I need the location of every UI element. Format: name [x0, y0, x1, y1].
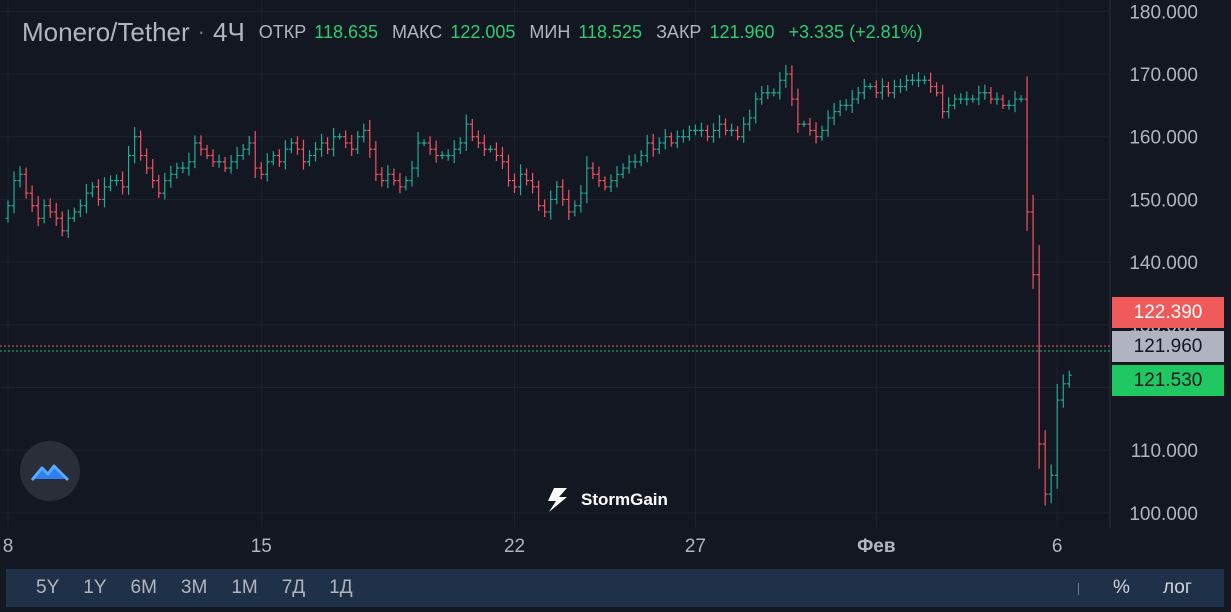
interval-label[interactable]: 4Ч — [212, 16, 245, 47]
chart-legend: Monero/Tether · 4Ч ОТКР 118.635 МАКС 122… — [22, 14, 937, 50]
cloud-chart-icon — [30, 464, 70, 482]
high-value: 122.005 — [450, 21, 516, 42]
chart-logo-button[interactable] — [20, 441, 80, 501]
y-tick-label: 140.000 — [1129, 253, 1198, 274]
log-scale-button[interactable]: лог — [1163, 577, 1192, 598]
high-label: МАКС — [392, 21, 443, 42]
toolbar-divider — [1078, 583, 1079, 595]
y-tick-label: 150.000 — [1129, 190, 1198, 211]
x-tick-label: 6 — [1052, 536, 1063, 557]
range-3m-button[interactable]: 3M — [180, 577, 208, 598]
change-value: +3.335 (+2.81%) — [788, 21, 923, 42]
x-tick-label: 27 — [685, 536, 706, 557]
ask-price-tag: 122.390 — [1112, 297, 1224, 328]
y-tick-label: 100.000 — [1129, 504, 1198, 525]
range-1d-button[interactable]: 1Д — [329, 577, 353, 598]
x-tick-label: 15 — [251, 536, 272, 557]
legend-separator: · — [197, 19, 205, 44]
open-value: 118.635 — [314, 21, 379, 42]
x-tick-label: 22 — [504, 536, 525, 557]
range-5y-button[interactable]: 5Y — [36, 577, 60, 598]
low-value: 118.525 — [578, 21, 643, 42]
brand-name: StormGain — [581, 490, 668, 509]
last-price-tag: 121.960 — [1112, 331, 1224, 362]
range-1y-button[interactable]: 1Y — [83, 577, 107, 598]
range-6m-button[interactable]: 6M — [130, 577, 157, 598]
percent-scale-button[interactable]: % — [1113, 577, 1130, 598]
y-tick-label: 180.000 — [1129, 2, 1198, 23]
y-tick-label: 110.000 — [1131, 441, 1198, 462]
range-1m-button[interactable]: 1M — [231, 577, 258, 598]
bid-price-tag: 121.530 — [1112, 365, 1224, 396]
bottom-toolbar: 5Y 1Y 6M 3M 1M 7Д 1Д % лог — [6, 569, 1224, 607]
close-value: 121.960 — [709, 21, 775, 42]
open-label: ОТКР — [258, 21, 307, 42]
y-tick-label: 170.000 — [1129, 65, 1198, 86]
y-tick-label: 160.000 — [1129, 128, 1198, 149]
range-7d-button[interactable]: 7Д — [281, 577, 306, 598]
symbol-name[interactable]: Monero/Tether — [22, 16, 190, 47]
x-tick-label: Фев — [857, 536, 895, 557]
close-label: ЗАКР — [656, 21, 702, 42]
stormgain-brand: StormGain — [545, 485, 668, 515]
low-label: МИН — [529, 21, 571, 42]
lightning-logo-icon — [548, 488, 567, 512]
x-tick-label: 8 — [3, 536, 14, 557]
